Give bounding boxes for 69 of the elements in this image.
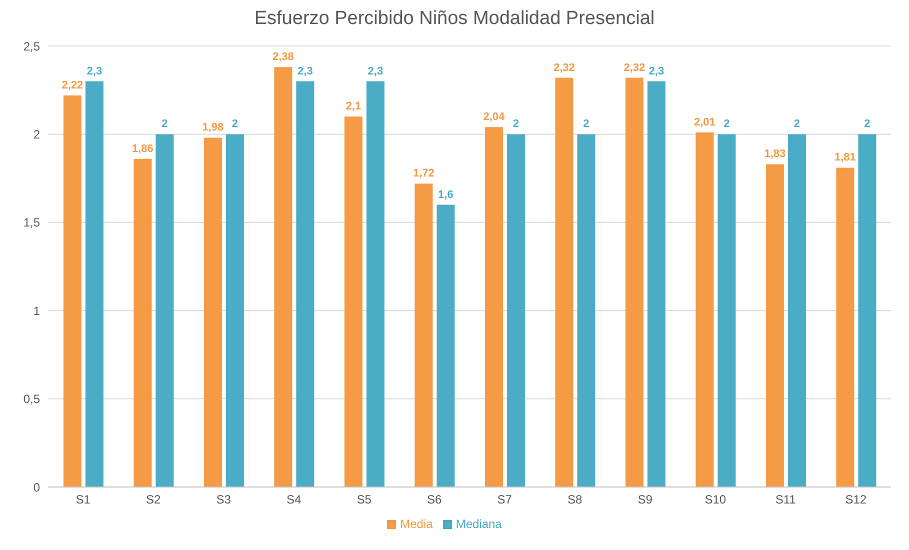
data-label: 1,81	[834, 152, 856, 164]
x-tick-label: S6	[427, 492, 442, 507]
chart-title: Esfuerzo Percibido Niños Modalidad Presencial	[253, 8, 656, 30]
y-tick-label: 2	[33, 127, 40, 142]
bar	[506, 134, 525, 487]
data-label: 2,3	[298, 65, 313, 78]
data-label: 2	[724, 118, 730, 130]
y-tick-label: 2,5	[23, 39, 40, 54]
bar	[414, 184, 433, 487]
data-label: 2	[232, 118, 238, 130]
data-label: 2,01	[694, 116, 716, 128]
x-tick-label: S3	[216, 492, 232, 507]
y-tick-label: 1	[33, 304, 40, 318]
bar	[156, 134, 174, 487]
x-tick-label: S8	[568, 492, 583, 507]
bar	[484, 127, 503, 487]
x-tick-label: S4	[286, 492, 302, 507]
bar	[204, 138, 222, 487]
bar	[296, 81, 314, 487]
legend-label: Media	[400, 517, 433, 531]
x-tick-label: S9	[638, 492, 653, 507]
bar	[718, 134, 736, 487]
bar	[766, 164, 784, 487]
data-label: 2	[512, 118, 520, 130]
bar	[134, 158, 152, 487]
data-label: 2,32	[553, 62, 575, 74]
x-tick-label: S5	[356, 492, 372, 507]
data-label: 1,86	[132, 142, 154, 155]
x-tick-label: S2	[146, 492, 162, 507]
bar	[788, 134, 806, 487]
data-label: 2,04	[483, 111, 506, 124]
data-label: 1,6	[438, 188, 454, 201]
bar	[274, 67, 292, 487]
bar	[696, 132, 714, 487]
bar	[63, 95, 82, 487]
bar	[577, 134, 596, 487]
bar	[836, 168, 854, 487]
bar	[647, 81, 666, 487]
data-label: 1,83	[764, 148, 786, 160]
data-label: 2	[794, 118, 800, 130]
bar	[366, 81, 384, 487]
bar	[555, 78, 574, 487]
bar	[625, 78, 644, 487]
bar	[226, 134, 244, 487]
data-label: 2,38	[272, 51, 294, 64]
bar	[858, 134, 876, 487]
bar	[436, 204, 455, 487]
data-label: 2,3	[368, 65, 384, 78]
y-tick-label: 0	[33, 480, 40, 494]
data-label: 1,98	[202, 122, 224, 134]
data-label: 2	[864, 118, 870, 130]
bar	[344, 116, 362, 487]
data-label: 2,3	[86, 65, 102, 78]
x-tick-label: S12	[845, 492, 867, 507]
data-label: 1,72	[412, 168, 434, 180]
x-tick-label: S7	[497, 492, 512, 507]
x-tick-label: S1	[76, 492, 91, 507]
y-tick-label: 1,5	[23, 216, 40, 230]
data-label: 2	[583, 118, 590, 130]
legend-label: Mediana	[456, 517, 502, 531]
data-label: 2,3	[648, 65, 664, 78]
data-label: 2	[162, 118, 168, 130]
bar	[85, 81, 104, 487]
x-tick-label: S11	[775, 492, 796, 507]
data-label: 2,32	[624, 62, 646, 74]
data-label: 2,22	[62, 79, 84, 92]
x-tick-label: S10	[704, 492, 726, 507]
y-tick-label: 0,5	[23, 392, 40, 406]
data-label: 2,1	[346, 100, 362, 113]
